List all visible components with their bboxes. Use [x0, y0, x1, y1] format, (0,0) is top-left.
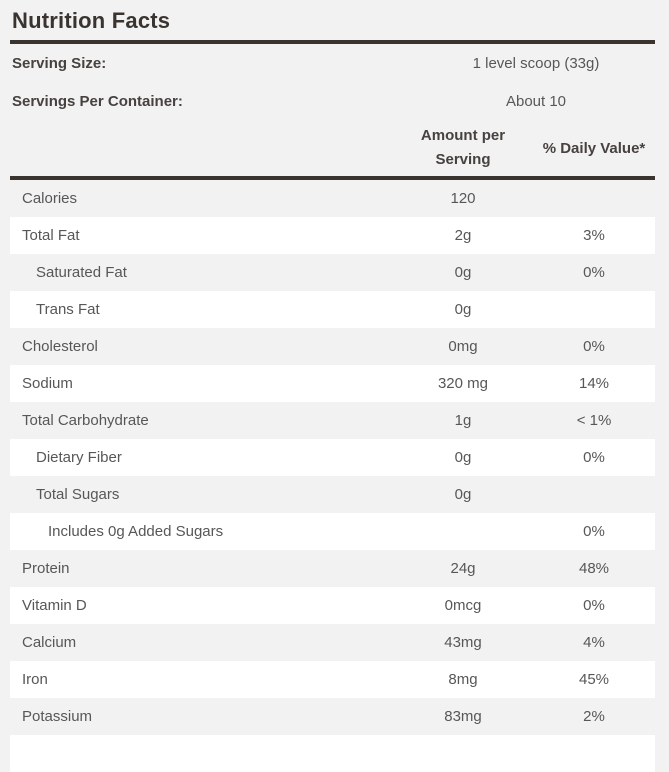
- table-row: Iron 8mg 45%: [10, 661, 655, 698]
- nutrient-amount: 0g: [454, 264, 472, 281]
- table-row: Protein 24g 48%: [10, 550, 655, 587]
- nutrient-daily-value: 2%: [583, 708, 605, 725]
- serving-size-row: Serving Size: 1 level scoop (33g): [10, 44, 655, 82]
- table-row: Calories 120: [10, 180, 655, 217]
- title-divider: [10, 40, 655, 44]
- nutrient-name: Saturated Fat: [36, 264, 127, 281]
- table-row: Trans Fat 0g: [10, 291, 655, 328]
- nutrient-amount: 0mcg: [444, 597, 482, 614]
- nutrient-name: Cholesterol: [22, 338, 98, 355]
- nutrient-name: Includes 0g Added Sugars: [48, 523, 224, 540]
- nutrient-name: Total Sugars: [36, 486, 120, 503]
- header-divider: [10, 176, 655, 180]
- column-header-amount: Amount per Serving: [420, 127, 506, 168]
- table-row: Saturated Fat 0g 0%: [10, 254, 655, 291]
- page-title: Nutrition Facts: [12, 8, 171, 33]
- table-row: Total Fat 2g 3%: [10, 217, 655, 254]
- nutrient-name: Vitamin D: [22, 597, 87, 614]
- table-row: Dietary Fiber 0g 0%: [10, 439, 655, 476]
- nutrient-amount: 0mg: [448, 338, 478, 355]
- nutrient-name: Sodium: [22, 375, 73, 392]
- nutrient-name: Iron: [22, 671, 48, 688]
- table-row: Total Sugars 0g: [10, 476, 655, 513]
- column-header-row: Amount per Serving % Daily Value*: [10, 120, 655, 176]
- column-header-daily-value: % Daily Value*: [542, 139, 646, 157]
- table-row: Vitamin D 0mcg 0%: [10, 587, 655, 624]
- nutrient-name: Protein: [22, 560, 70, 577]
- table-row-partial: [10, 735, 655, 772]
- nutrient-daily-value: 0%: [583, 338, 605, 355]
- nutrient-daily-value: < 1%: [576, 412, 612, 429]
- nutrient-daily-value: 0%: [583, 449, 605, 466]
- nutrient-name: Calories: [22, 190, 78, 207]
- nutrient-name: Dietary Fiber: [36, 449, 122, 466]
- nutrient-name: Total Fat: [22, 227, 80, 244]
- nutrient-amount: 8mg: [448, 671, 478, 688]
- nutrient-daily-value: 0%: [583, 523, 605, 540]
- nutrient-daily-value: 0%: [583, 264, 605, 281]
- nutrient-name: Total Carbohydrate: [22, 412, 149, 429]
- nutrient-amount: 320 mg: [437, 375, 489, 392]
- nutrient-name: Potassium: [22, 708, 93, 725]
- nutrient-daily-value: 14%: [578, 375, 610, 392]
- table-row: Sodium 320 mg 14%: [10, 365, 655, 402]
- nutrient-daily-value: 0%: [583, 597, 605, 614]
- nutrient-daily-value: 3%: [583, 227, 605, 244]
- nutrient-amount: 0g: [454, 301, 472, 318]
- servings-per-container-label: Servings Per Container:: [12, 92, 183, 110]
- serving-size-value: 1 level scoop (33g): [472, 54, 600, 72]
- nutrient-amount: 0g: [454, 449, 472, 466]
- nutrient-daily-value: 4%: [583, 634, 605, 651]
- nutrient-amount: 120: [450, 190, 476, 207]
- nutrient-amount: 83mg: [444, 708, 482, 725]
- nutrient-amount: 43mg: [444, 634, 482, 651]
- nutrient-amount: 0g: [454, 486, 472, 503]
- table-row: Includes 0g Added Sugars 0%: [10, 513, 655, 550]
- nutrient-amount: 24g: [450, 560, 476, 577]
- nutrient-amount: 1g: [454, 412, 472, 429]
- nutrition-rows: Calories 120 Total Fat 2g 3% Saturated F…: [0, 180, 669, 772]
- nutrient-daily-value: 45%: [578, 671, 610, 688]
- nutrient-daily-value: 48%: [578, 560, 610, 577]
- servings-per-container-value: About 10: [505, 92, 567, 110]
- table-row: Potassium 83mg 2%: [10, 698, 655, 735]
- table-row: Calcium 43mg 4%: [10, 624, 655, 661]
- serving-size-label: Serving Size:: [12, 54, 107, 72]
- table-row: Cholesterol 0mg 0%: [10, 328, 655, 365]
- table-row: Total Carbohydrate 1g < 1%: [10, 402, 655, 439]
- servings-per-container-row: Servings Per Container: About 10: [10, 82, 655, 120]
- nutrient-name: Trans Fat: [36, 301, 100, 318]
- nutrient-name: Calcium: [22, 634, 77, 651]
- nutrient-amount: 2g: [454, 227, 472, 244]
